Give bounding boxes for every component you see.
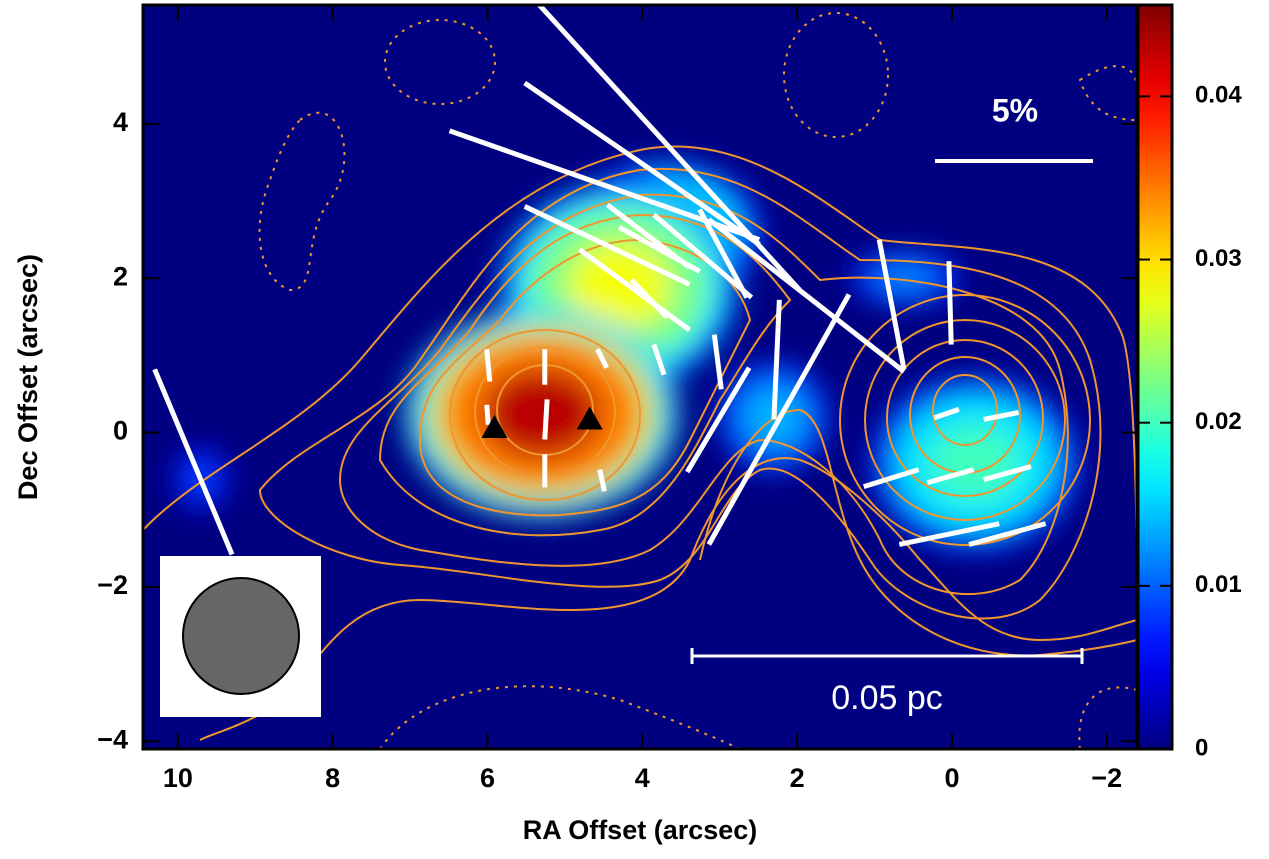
scale-bar-label: 0.05 pc (831, 679, 943, 717)
y-tick-label: 4 (113, 107, 128, 137)
y-tick-label: 0 (113, 416, 128, 446)
y-tick-label: −2 (97, 570, 128, 600)
colorbar-tick-label: 0.01 (1195, 571, 1242, 598)
beam-ellipse (183, 578, 299, 694)
y-tick-label: −4 (97, 724, 128, 754)
x-tick-label: 6 (480, 763, 495, 793)
colorbar (1138, 5, 1172, 749)
x-tick-label: 8 (325, 763, 340, 793)
colorbar-tick-label: 0.02 (1195, 408, 1242, 435)
chart: 5% 0.05 pc RA Offset (arcsec) Dec Offset… (0, 0, 1269, 859)
polarization-vector (949, 261, 951, 344)
colorbar-tick-label: 0.03 (1195, 245, 1242, 272)
x-tick-label: −2 (1091, 763, 1122, 793)
x-tick-label: 10 (163, 763, 193, 793)
x-tick-label: 0 (944, 763, 959, 793)
y-tick-label: 2 (113, 261, 128, 291)
beam (160, 556, 321, 717)
colorbar-tick-label: 0 (1195, 734, 1208, 761)
polarization-vector (487, 349, 490, 381)
y-axis-label: Dec Offset (arcsec) (13, 254, 43, 500)
polarization-vector (545, 399, 547, 439)
polarization-vector (487, 405, 489, 425)
polarization-scale-label: 5% (992, 92, 1038, 128)
x-tick-label: 4 (635, 763, 650, 793)
colorbar-tick-label: 0.04 (1195, 82, 1242, 109)
x-axis-label: RA Offset (arcsec) (523, 815, 758, 845)
x-tick-label: 2 (790, 763, 805, 793)
